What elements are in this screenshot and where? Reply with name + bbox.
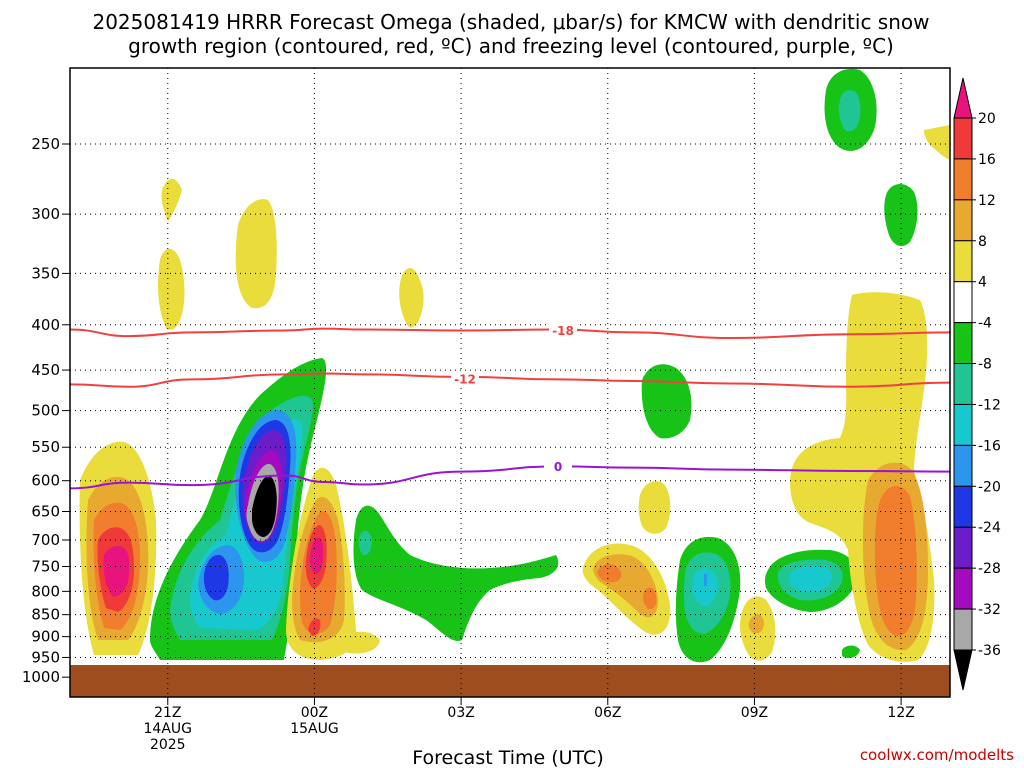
x-tick-label: 06Z xyxy=(594,705,621,721)
y-tick-label: 400 xyxy=(31,316,60,334)
x-axis-label: Forecast Time (UTC) xyxy=(412,747,603,768)
colorbar-label: -4 xyxy=(978,316,992,332)
colorbar-label: 12 xyxy=(978,193,996,209)
contour-label-bg xyxy=(451,372,479,387)
colorbar-label: -12 xyxy=(978,397,1001,413)
y-tick-label: 900 xyxy=(31,628,60,646)
colorbar-box xyxy=(953,444,973,487)
y-tick-label: 250 xyxy=(31,135,60,153)
y-tick-label: 950 xyxy=(31,648,60,666)
chart-title-line-1: 2025081419 HRRR Forecast Omega (shaded, … xyxy=(92,10,929,34)
y-axis: 250 300 350 400 450 500 550 600 650 700 750 800 850 9… xyxy=(22,135,70,686)
omega-shading xyxy=(79,68,950,663)
colorbar-bottom-triangle xyxy=(953,649,973,691)
y-tick-label: 1000 xyxy=(22,668,60,686)
ground-level-fill xyxy=(70,665,950,697)
x-tick-label: 12Z xyxy=(887,705,914,721)
colorbar-label: -36 xyxy=(978,643,1001,659)
contour-label: -12 xyxy=(454,372,476,386)
colorbar-label: 4 xyxy=(978,275,987,291)
colorbar-label: -24 xyxy=(978,520,1001,536)
x-tick-label: 2025 xyxy=(150,737,186,753)
colorbar-box xyxy=(953,608,973,651)
colorbar-box xyxy=(953,526,973,569)
colorbar-box xyxy=(953,117,973,160)
colorbar-label: 8 xyxy=(978,234,987,250)
colorbar-box xyxy=(953,567,973,610)
y-tick-label: 450 xyxy=(31,361,60,379)
x-tick-label: 03Z xyxy=(447,705,474,721)
y-tick-label: 800 xyxy=(31,582,60,600)
contour-line xyxy=(69,465,951,490)
contour-line xyxy=(69,327,951,339)
grid-lines xyxy=(70,68,950,697)
y-tick-label: 300 xyxy=(31,205,60,223)
x-tick-label: 15AUG xyxy=(290,721,339,737)
y-tick-label: 850 xyxy=(31,606,60,624)
colorbar-top-triangle xyxy=(953,77,973,119)
y-tick-label: 550 xyxy=(31,438,60,456)
colorbar-label: 20 xyxy=(978,111,996,127)
colorbar-label: 16 xyxy=(978,152,996,168)
colorbar-box xyxy=(953,281,973,324)
colorbar-box xyxy=(953,485,973,528)
credit-text: coolwx.com/modelts xyxy=(860,746,1014,764)
contour-lines: -18 -12 0 xyxy=(69,324,951,490)
chart-title-line-2: growth region (contoured, red, ºC) and f… xyxy=(128,34,894,58)
y-tick-label: 750 xyxy=(31,558,60,576)
x-tick-label: 21Z xyxy=(154,705,181,721)
colorbar-label: -16 xyxy=(978,438,1001,454)
colorbar-label: -28 xyxy=(978,561,1001,577)
y-tick-label: 350 xyxy=(31,264,60,282)
x-tick-label: 00Z xyxy=(301,705,328,721)
y-tick-label: 500 xyxy=(31,402,60,420)
colorbar-box xyxy=(953,240,973,283)
contour-label-bg xyxy=(549,324,577,339)
y-tick-label: 700 xyxy=(31,531,60,549)
x-tick-label: 09Z xyxy=(741,705,768,721)
contour-label-bg xyxy=(544,460,572,475)
contour-label: 0 xyxy=(554,460,562,474)
colorbar-box xyxy=(953,199,973,242)
colorbar: 20 16 12 8 4 -4 -8 -12 -16 -20 -24 -28 -32 -36 xyxy=(953,77,1001,691)
y-tick-label: 650 xyxy=(31,502,60,520)
contour-label: -18 xyxy=(552,324,574,338)
colorbar-label: -32 xyxy=(978,602,1001,618)
colorbar-box xyxy=(953,363,973,405)
colorbar-box xyxy=(953,322,973,365)
x-tick-label: 14AUG xyxy=(144,721,193,737)
plot-frame xyxy=(69,67,951,698)
colorbar-box xyxy=(953,403,973,446)
colorbar-label: -20 xyxy=(978,479,1001,495)
colorbar-box xyxy=(953,158,973,201)
colorbar-label: -8 xyxy=(978,357,992,373)
y-tick-label: 600 xyxy=(31,472,60,490)
